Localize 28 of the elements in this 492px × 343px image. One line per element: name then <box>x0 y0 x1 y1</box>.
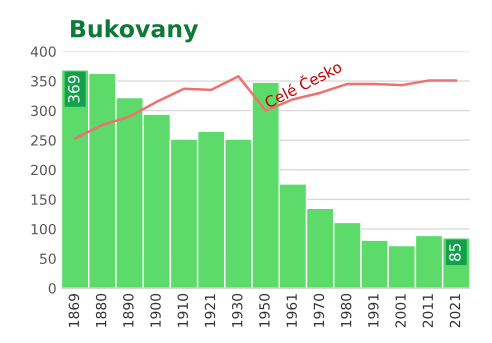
x-tick-label: 1930 <box>232 294 242 327</box>
x-tick-label: 1980 <box>340 294 352 327</box>
y-tick-label: 400 <box>30 46 56 57</box>
y-tick-label: 250 <box>31 135 56 146</box>
x-tick-label: 1961 <box>286 294 297 327</box>
x-tick-label: 1950 <box>259 294 270 327</box>
y-tick-label: 50 <box>40 254 56 264</box>
x-tick-label: 1900 <box>150 294 161 327</box>
x-tick-label: 1991 <box>368 294 379 327</box>
data-label: 369 <box>68 76 80 103</box>
x-tick-label: 1970 <box>314 294 324 327</box>
x-tick-label: 1869 <box>68 294 80 327</box>
x-tick-label: 1921 <box>204 294 216 327</box>
y-tick-label: 300 <box>31 106 56 116</box>
x-tick-label: 1880 <box>96 294 106 327</box>
y-tick-label: 0 <box>48 283 56 294</box>
y-tick-label: 200 <box>31 164 56 176</box>
y-tick-label: 100 <box>32 224 56 234</box>
text: Celé Česko <box>262 58 343 108</box>
chart-title: Bukovany <box>71 19 198 42</box>
x-tick-label: 2001 <box>395 294 406 328</box>
y-tick-label: 350 <box>31 76 56 87</box>
x-tick-label: 1910 <box>178 294 188 327</box>
data-label: 85 <box>449 244 461 261</box>
x-tick-label: 2011 <box>422 294 434 328</box>
y-tick-label: 150 <box>32 194 56 205</box>
x-tick-label: 1890 <box>123 294 134 327</box>
x-tick-label: 2021 <box>450 294 460 328</box>
